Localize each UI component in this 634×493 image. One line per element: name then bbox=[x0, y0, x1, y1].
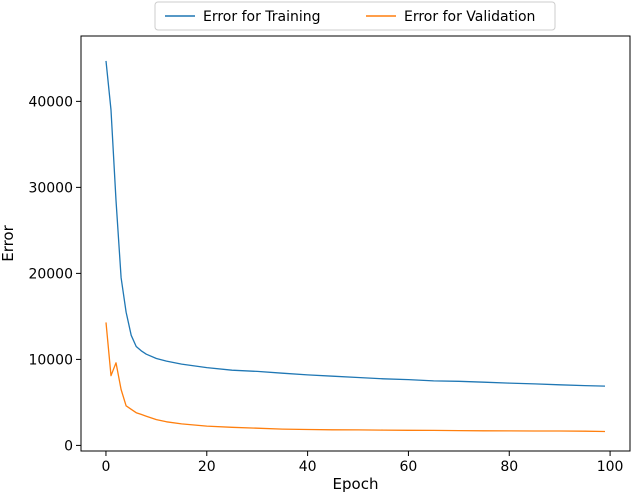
y-tick-label: 20000 bbox=[28, 266, 73, 282]
series-line-training bbox=[105, 60, 606, 387]
y-tick-label: 10000 bbox=[28, 352, 73, 368]
x-tick-label: 100 bbox=[597, 459, 624, 475]
x-tick-label: 60 bbox=[400, 459, 418, 475]
x-tick-label: 40 bbox=[299, 459, 317, 475]
x-tick-label: 0 bbox=[101, 459, 110, 475]
y-axis: 0 10000 20000 30000 40000 bbox=[28, 94, 81, 454]
y-axis-label: Error bbox=[0, 224, 17, 261]
y-tick-label: 30000 bbox=[28, 180, 73, 196]
x-axis-label: Epoch bbox=[333, 475, 379, 493]
legend-box bbox=[154, 1, 556, 31]
x-tick-label: 20 bbox=[198, 459, 216, 475]
plot-lines bbox=[105, 60, 606, 433]
y-tick-label: 40000 bbox=[28, 94, 73, 110]
plot-frame bbox=[80, 35, 631, 452]
y-tick-label: 0 bbox=[64, 438, 73, 454]
legend-label-validation: Error for Validation bbox=[404, 9, 535, 25]
x-tick-label: 80 bbox=[500, 459, 518, 475]
legend: Error for Training Error for Validation bbox=[154, 1, 556, 31]
legend-label-training: Error for Training bbox=[203, 9, 321, 25]
series-line-validation bbox=[105, 322, 606, 433]
x-axis: 0 20 40 60 80 100 bbox=[101, 451, 623, 475]
